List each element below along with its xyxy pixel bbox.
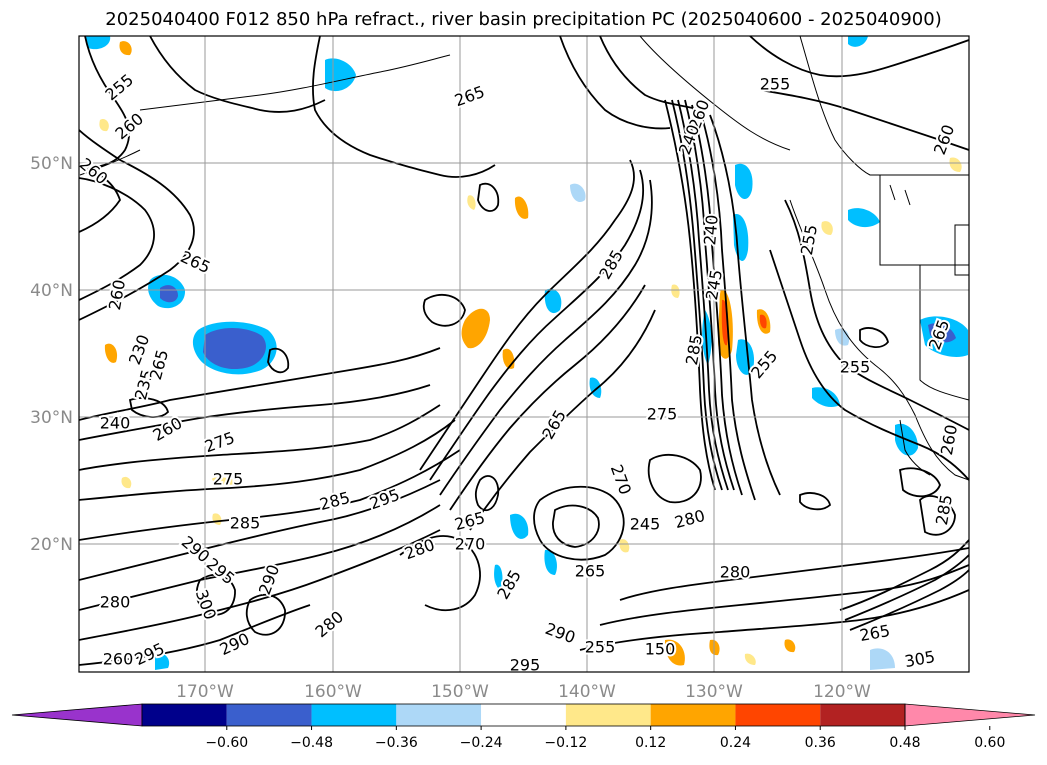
lat-label-20n: 20°N <box>30 535 73 555</box>
colorbar-bin <box>820 704 905 726</box>
colorbar-tick-label: 0.12 <box>635 735 666 751</box>
lon-label-140w: 140°W <box>558 682 616 702</box>
latitude-labels: 50°N 40°N 30°N 20°N <box>30 154 73 555</box>
colorbar-bin <box>226 704 312 726</box>
contour-label: 240 <box>100 414 131 433</box>
colorbar-frame <box>141 703 906 727</box>
lat-label-40n: 40°N <box>30 281 73 301</box>
map-title: 2025040400 F012 850 hPa refract., river … <box>105 9 942 30</box>
colorbar-tick-label: −0.60 <box>205 735 248 751</box>
colorbar-tick-label: −0.48 <box>290 735 333 751</box>
refractivity-contours <box>79 36 969 666</box>
contour-label: 285 <box>230 514 261 533</box>
lon-label-120w: 120°W <box>813 682 871 702</box>
colorbar-tick-labels: −0.60 −0.48 −0.36 −0.24 −0.12 0.12 0.24 0.36 0.4… <box>205 726 1005 751</box>
contour-label: 270 <box>455 535 486 554</box>
colorbar-tick-label: −0.36 <box>375 735 418 751</box>
contour-label: 255 <box>760 75 791 94</box>
colorbar-bin <box>142 704 227 726</box>
colorbar-bin <box>311 704 397 726</box>
lon-label-170w: 170°W <box>176 682 234 702</box>
colorbar-extend-low <box>11 703 143 727</box>
coastlines <box>79 36 969 481</box>
colorbar-tick-label: −0.12 <box>544 735 587 751</box>
contour-label: 280 <box>100 593 131 612</box>
contour-label: 255 <box>585 638 616 657</box>
map-area: 255 2552602602602652652552402852852452302… <box>79 36 969 675</box>
colorbar-bin <box>481 704 566 726</box>
contour-label: 295 <box>510 656 541 675</box>
lat-label-50n: 50°N <box>30 154 73 174</box>
contour-label: 275 <box>647 405 678 424</box>
contour-label: 150 <box>645 640 676 659</box>
colorbar-tick-label: 0.48 <box>889 735 920 751</box>
colorbar-tick-label: −0.24 <box>460 735 503 751</box>
graticule <box>79 36 969 672</box>
colorbar-bin <box>565 704 651 726</box>
colorbar <box>11 703 1036 727</box>
contour-label: 280 <box>720 563 751 582</box>
colorbar-tick-label: 0.24 <box>720 735 751 751</box>
contour-label: 245 <box>702 268 726 301</box>
contour-label: 255 <box>797 223 821 256</box>
contour-label: 245 <box>630 515 661 534</box>
contour-label: 255 <box>840 358 871 377</box>
contour-label: 240 <box>700 214 722 246</box>
contour-label: 260 <box>103 650 134 669</box>
map-frame <box>78 35 970 673</box>
colorbar-tick-label: 0.36 <box>805 735 836 751</box>
colorbar-bin <box>650 704 736 726</box>
colorbar-bin <box>396 704 482 726</box>
contour-label: 265 <box>575 562 606 581</box>
contour-label: 305 <box>903 647 936 671</box>
colorbar-tick-label: 0.60 <box>974 735 1005 751</box>
lon-label-160w: 160°W <box>304 682 362 702</box>
lon-label-150w: 150°W <box>431 682 489 702</box>
lon-label-130w: 130°W <box>685 682 743 702</box>
colorbar-extend-high <box>904 703 1036 727</box>
longitude-labels: 170°W 160°W 150°W 140°W 130°W 120°W <box>176 682 871 702</box>
lat-label-30n: 30°N <box>30 408 73 428</box>
contour-label: 275 <box>213 470 244 489</box>
colorbar-bin <box>735 704 821 726</box>
